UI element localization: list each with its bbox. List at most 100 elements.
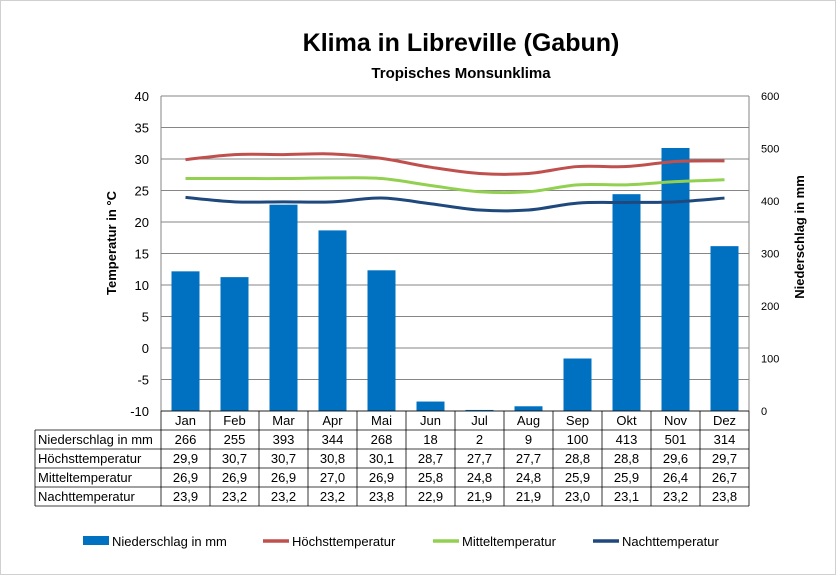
table-cell: 22,9 bbox=[418, 489, 443, 504]
y-tick-left: 5 bbox=[142, 310, 149, 325]
table-cell: 501 bbox=[665, 432, 687, 447]
legend-swatch-bar bbox=[83, 536, 109, 545]
x-tick-label: Aug bbox=[517, 413, 540, 428]
table-cell: 21,9 bbox=[516, 489, 541, 504]
table-row-label: Nachttemperatur bbox=[38, 489, 135, 504]
bar-jan bbox=[171, 271, 200, 411]
line-mean bbox=[185, 176, 725, 195]
table-cell: 26,9 bbox=[271, 470, 296, 485]
table-row-label: Niederschlag in mm bbox=[38, 432, 153, 447]
table-cell: 24,8 bbox=[467, 470, 492, 485]
table-cell: 23,2 bbox=[663, 489, 688, 504]
chart-subtitle: Tropisches Monsunklima bbox=[371, 65, 551, 82]
bar-mai bbox=[367, 270, 396, 411]
y-tick-left: 25 bbox=[135, 184, 149, 199]
legend-label: Niederschlag in mm bbox=[112, 534, 227, 549]
table-cell: 26,9 bbox=[369, 470, 394, 485]
table-cell: 23,2 bbox=[222, 489, 247, 504]
bar-jun bbox=[416, 401, 445, 411]
table-cell: 28,8 bbox=[614, 451, 639, 466]
x-tick-label: Dez bbox=[713, 413, 736, 428]
y-tick-right: 500 bbox=[761, 144, 779, 156]
table-cell: 23,9 bbox=[173, 489, 198, 504]
y-tick-left: 30 bbox=[135, 152, 149, 167]
bar-nov bbox=[661, 147, 690, 411]
bar-jul bbox=[465, 409, 494, 411]
table-cell: 18 bbox=[423, 432, 437, 447]
y-tick-left: 35 bbox=[135, 121, 149, 136]
table-cell: 23,8 bbox=[712, 489, 737, 504]
y-tick-right: 600 bbox=[761, 91, 779, 103]
table-cell: 23,2 bbox=[320, 489, 345, 504]
table-cell: 9 bbox=[525, 432, 532, 447]
y-tick-left: 10 bbox=[135, 278, 149, 293]
y-tick-left: 40 bbox=[135, 89, 149, 104]
y-axis-right-label: Niederschlag in mm bbox=[792, 175, 807, 299]
y-tick-right: 0 bbox=[761, 406, 767, 418]
table-cell: 30,7 bbox=[222, 451, 247, 466]
x-tick-label: Nov bbox=[664, 413, 688, 428]
table-cell: 2 bbox=[476, 432, 483, 447]
table-cell: 25,8 bbox=[418, 470, 443, 485]
table-cell: 268 bbox=[371, 432, 393, 447]
y-tick-left: 20 bbox=[135, 215, 149, 230]
table-cell: 23,2 bbox=[271, 489, 296, 504]
x-tick-label: Feb bbox=[223, 413, 245, 428]
legend-label: Höchsttemperatur bbox=[292, 534, 396, 549]
x-tick-label: Mar bbox=[272, 413, 295, 428]
bar-okt bbox=[612, 194, 641, 411]
line-night bbox=[185, 195, 725, 213]
table-cell: 21,9 bbox=[467, 489, 492, 504]
table-cell: 266 bbox=[175, 432, 197, 447]
table-cell: 26,9 bbox=[222, 470, 247, 485]
table-cell: 30,8 bbox=[320, 451, 345, 466]
table-cell: 393 bbox=[273, 432, 295, 447]
legend-label: Mitteltemperatur bbox=[462, 534, 557, 549]
table-cell: 23,8 bbox=[369, 489, 394, 504]
bar-apr bbox=[318, 230, 347, 411]
table-cell: 29,9 bbox=[173, 451, 198, 466]
table-cell: 29,7 bbox=[712, 451, 737, 466]
y-tick-right: 100 bbox=[761, 354, 779, 366]
table-cell: 27,7 bbox=[516, 451, 541, 466]
table-cell: 29,6 bbox=[663, 451, 688, 466]
x-tick-label: Okt bbox=[616, 413, 637, 428]
y-axis-left-label: Temperatur in °C bbox=[104, 190, 119, 295]
y-tick-right: 300 bbox=[761, 249, 779, 261]
x-tick-label: Mai bbox=[371, 413, 392, 428]
table-cell: 344 bbox=[322, 432, 344, 447]
x-tick-label: Jun bbox=[420, 413, 441, 428]
table-cell: 30,1 bbox=[369, 451, 394, 466]
x-tick-label: Jul bbox=[471, 413, 488, 428]
table-cell: 28,8 bbox=[565, 451, 590, 466]
y-tick-right: 400 bbox=[761, 196, 779, 208]
x-tick-label: Apr bbox=[322, 413, 343, 428]
table-cell: 25,9 bbox=[614, 470, 639, 485]
bar-dez bbox=[710, 246, 739, 411]
table-row-label: Mitteltemperatur bbox=[38, 470, 133, 485]
bar-aug bbox=[514, 406, 543, 411]
line-high bbox=[185, 152, 725, 176]
table-cell: 23,0 bbox=[565, 489, 590, 504]
table-cell: 27,7 bbox=[467, 451, 492, 466]
table-cell: 314 bbox=[714, 432, 736, 447]
x-tick-label: Jan bbox=[175, 413, 196, 428]
table-cell: 25,9 bbox=[565, 470, 590, 485]
table-cell: 255 bbox=[224, 432, 246, 447]
bar-feb bbox=[220, 277, 249, 411]
bar-sep bbox=[563, 358, 592, 411]
bar-mar bbox=[269, 204, 298, 411]
table-cell: 27,0 bbox=[320, 470, 345, 485]
table-row-label: Höchsttemperatur bbox=[38, 451, 142, 466]
table-cell: 23,1 bbox=[614, 489, 639, 504]
table-cell: 28,7 bbox=[418, 451, 443, 466]
table-cell: 26,7 bbox=[712, 470, 737, 485]
table-cell: 413 bbox=[616, 432, 638, 447]
legend-label: Nachttemperatur bbox=[622, 534, 719, 549]
chart-title: Klima in Libreville (Gabun) bbox=[303, 29, 620, 57]
y-tick-left: 15 bbox=[135, 247, 149, 262]
table-cell: 24,8 bbox=[516, 470, 541, 485]
y-tick-right: 200 bbox=[761, 301, 779, 313]
